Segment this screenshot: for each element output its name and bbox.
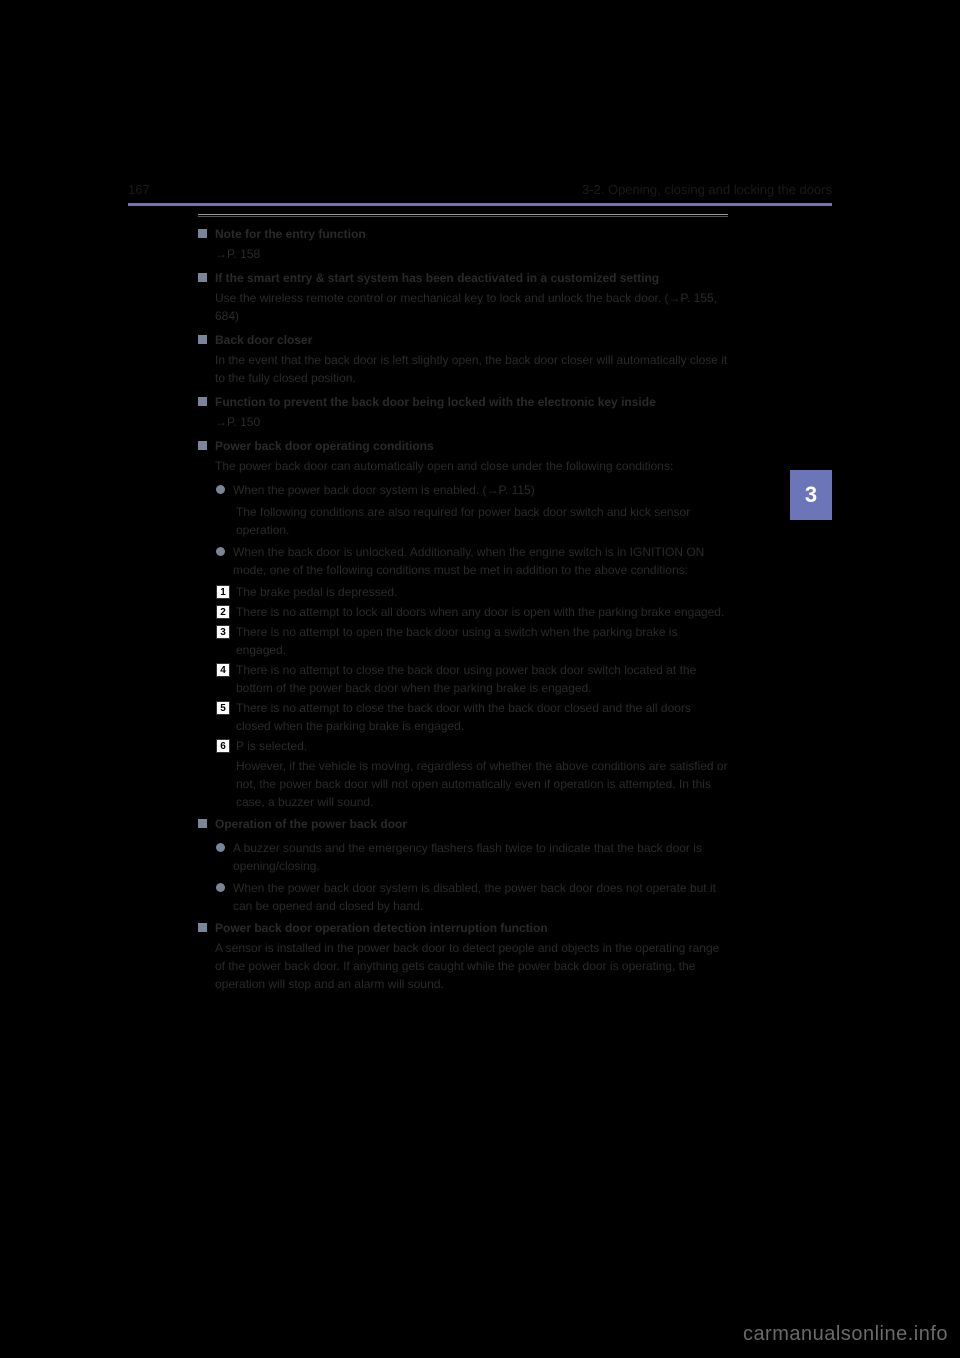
- page-content: Note for the entry function →P. 158 If the…: [198, 214, 728, 993]
- paragraph-text: The following conditions are also requir…: [236, 503, 728, 539]
- item-text: →P. 158: [215, 245, 728, 263]
- chapter-number: 3: [805, 482, 817, 508]
- numbered-step: 3 There is no attempt to open the back do…: [216, 623, 728, 659]
- item-title: Power back door operating conditions: [215, 437, 728, 455]
- manual-page: 167 3-2. Opening, closing and locking th…: [128, 182, 832, 999]
- round-bullet-icon: [216, 485, 225, 494]
- sub-text: A buzzer sounds and the emergency flashe…: [233, 839, 728, 875]
- section-item: Note for the entry function →P. 158: [198, 225, 728, 263]
- sub-item: When the power back door system is disab…: [216, 879, 728, 915]
- sub-text: When the power back door system is enabl…: [233, 481, 728, 499]
- square-bullet-icon: [198, 273, 207, 282]
- item-title: If the smart entry & start system has be…: [215, 269, 728, 287]
- round-bullet-icon: [216, 883, 225, 892]
- step-text: There is no attempt to lock all doors wh…: [236, 603, 728, 621]
- item-title: Operation of the power back door: [215, 815, 728, 833]
- item-body: Function to prevent the back door being …: [215, 393, 728, 431]
- section-item: If the smart entry & start system has be…: [198, 269, 728, 325]
- item-title: Power back door operation detection inte…: [215, 919, 728, 937]
- square-bullet-icon: [198, 229, 207, 238]
- step-text: There is no attempt to open the back doo…: [236, 623, 728, 659]
- step-number-icon: 4: [216, 663, 230, 677]
- item-body: Operation of the power back door: [215, 815, 728, 833]
- section-item: Operation of the power back door: [198, 815, 728, 833]
- step-text: There is no attempt to close the back do…: [236, 699, 728, 735]
- numbered-step: 5 There is no attempt to close the back d…: [216, 699, 728, 735]
- item-text: A sensor is installed in the power back …: [215, 939, 728, 993]
- section-item: Power back door operation detection inte…: [198, 919, 728, 993]
- step-number-icon: 1: [216, 585, 230, 599]
- chapter-tab: 3: [790, 470, 832, 520]
- step-text: The brake pedal is depressed.: [236, 583, 728, 601]
- page-number: 167: [128, 182, 150, 197]
- step-number-icon: 5: [216, 701, 230, 715]
- item-text: Use the wireless remote control or mecha…: [215, 289, 728, 325]
- item-body: Back door closer In the event that the ba…: [215, 331, 728, 387]
- item-title: Note for the entry function: [215, 225, 728, 243]
- section-item: Power back door operating conditions The …: [198, 437, 728, 475]
- page-header: 167 3-2. Opening, closing and locking th…: [128, 182, 832, 203]
- section-title: 3-2. Opening, closing and locking the do…: [582, 182, 832, 197]
- round-bullet-icon: [216, 843, 225, 852]
- item-body: Power back door operating conditions The …: [215, 437, 728, 475]
- sub-text: When the power back door system is disab…: [233, 879, 728, 915]
- section-item: Function to prevent the back door being …: [198, 393, 728, 431]
- item-title: Function to prevent the back door being …: [215, 393, 728, 411]
- sub-text: When the back door is unlocked. Addition…: [233, 543, 728, 579]
- square-bullet-icon: [198, 397, 207, 406]
- numbered-step: 4 There is no attempt to close the back d…: [216, 661, 728, 697]
- section-item: Back door closer In the event that the ba…: [198, 331, 728, 387]
- square-bullet-icon: [198, 923, 207, 932]
- item-text: The power back door can automatically op…: [215, 457, 728, 475]
- item-text: →P. 150: [215, 413, 728, 431]
- numbered-step: 2 There is no attempt to lock all doors w…: [216, 603, 728, 621]
- step-text: There is no attempt to close the back do…: [236, 661, 728, 697]
- item-text: In the event that the back door is left …: [215, 351, 728, 387]
- header-rule: [128, 203, 832, 206]
- square-bullet-icon: [198, 441, 207, 450]
- sub-item: When the power back door system is enabl…: [216, 481, 728, 499]
- sub-item: When the back door is unlocked. Addition…: [216, 543, 728, 579]
- round-bullet-icon: [216, 547, 225, 556]
- item-body: Note for the entry function →P. 158: [215, 225, 728, 263]
- square-bullet-icon: [198, 335, 207, 344]
- step-number-icon: 2: [216, 605, 230, 619]
- step-text: P is selected.: [236, 737, 728, 755]
- step-number-icon: 6: [216, 739, 230, 753]
- item-body: If the smart entry & start system has be…: [215, 269, 728, 325]
- watermark-text: carmanualsonline.info: [743, 1323, 948, 1346]
- numbered-step: 1 The brake pedal is depressed.: [216, 583, 728, 601]
- sub-item: A buzzer sounds and the emergency flashe…: [216, 839, 728, 875]
- item-body: Power back door operation detection inte…: [215, 919, 728, 993]
- paragraph-text: However, if the vehicle is moving, regar…: [236, 757, 728, 811]
- item-title: Back door closer: [215, 331, 728, 349]
- numbered-step: 6 P is selected.: [216, 737, 728, 755]
- square-bullet-icon: [198, 819, 207, 828]
- step-number-icon: 3: [216, 625, 230, 639]
- content-rule: [198, 214, 728, 215]
